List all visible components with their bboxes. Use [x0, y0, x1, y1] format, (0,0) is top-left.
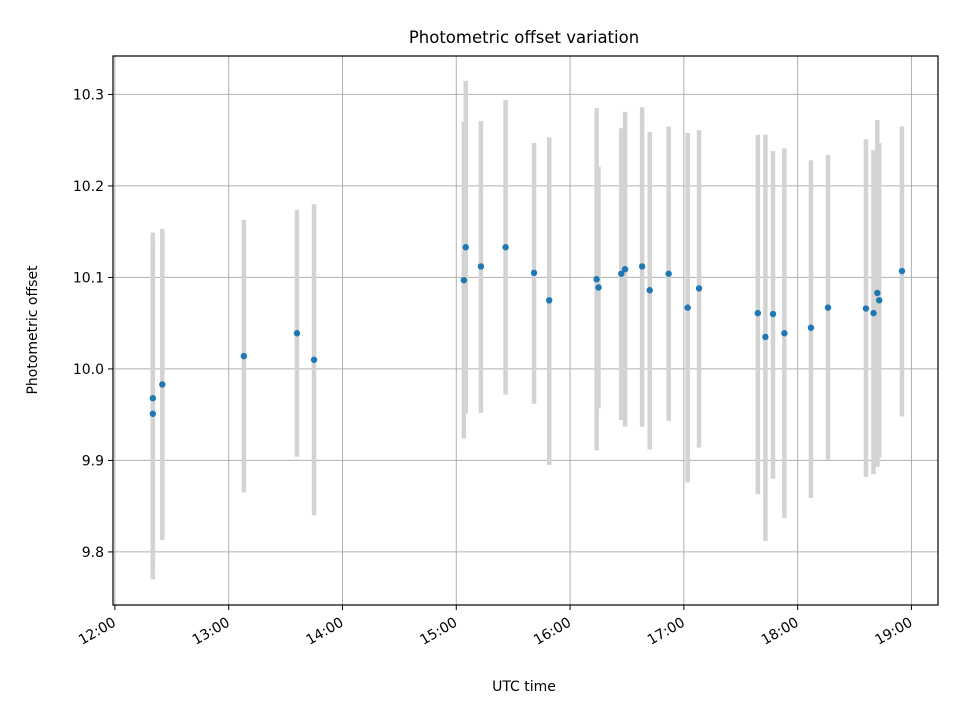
data-point: [310, 356, 318, 363]
plot-frame: [112, 55, 939, 606]
data-point: [807, 324, 815, 331]
y-tick-label: 10.0: [73, 362, 104, 378]
y-tick-label: 10.2: [73, 179, 104, 195]
data-point: [876, 297, 883, 304]
data-point: [502, 244, 509, 251]
data-point: [477, 263, 485, 270]
y-tick-label: 9.8: [82, 545, 104, 561]
data-point: [646, 287, 653, 294]
data-point: [530, 269, 538, 277]
data-point: [460, 276, 468, 284]
data-point: [684, 304, 691, 311]
x-axis-label: UTC time: [492, 679, 556, 695]
grid: [113, 56, 938, 605]
data-point: [754, 309, 762, 317]
data-point: [595, 284, 602, 291]
data-point: [898, 267, 906, 275]
y-axis-ticks: 9.8 9.9 10.0 10.1 10.2 10.3: [73, 87, 113, 561]
data-point: [618, 270, 625, 277]
y-tick-label: 9.9: [82, 453, 104, 469]
data-point: [781, 330, 788, 337]
chart-title: Photometric offset variation: [409, 28, 639, 47]
data-point: [769, 310, 777, 318]
data-point: [159, 381, 166, 388]
data-point: [593, 276, 600, 283]
data-point: [824, 304, 832, 311]
data-point: [870, 309, 877, 317]
y-tick-label: 10.1: [73, 270, 104, 286]
data-point: [874, 289, 881, 297]
data-point: [638, 263, 646, 270]
data-point: [240, 352, 248, 360]
data-point: [462, 244, 469, 251]
data-point: [862, 305, 870, 312]
data-point: [665, 270, 672, 277]
data-point: [762, 333, 769, 341]
data-point: [149, 395, 157, 402]
data-point: [149, 410, 157, 417]
data-point: [293, 330, 301, 337]
data-point: [546, 297, 553, 304]
data-points: [149, 244, 906, 417]
y-tick-label: 10.3: [73, 87, 104, 103]
data-point: [621, 265, 629, 273]
y-axis-label: Photometric offset: [25, 265, 41, 395]
data-point: [695, 285, 703, 292]
